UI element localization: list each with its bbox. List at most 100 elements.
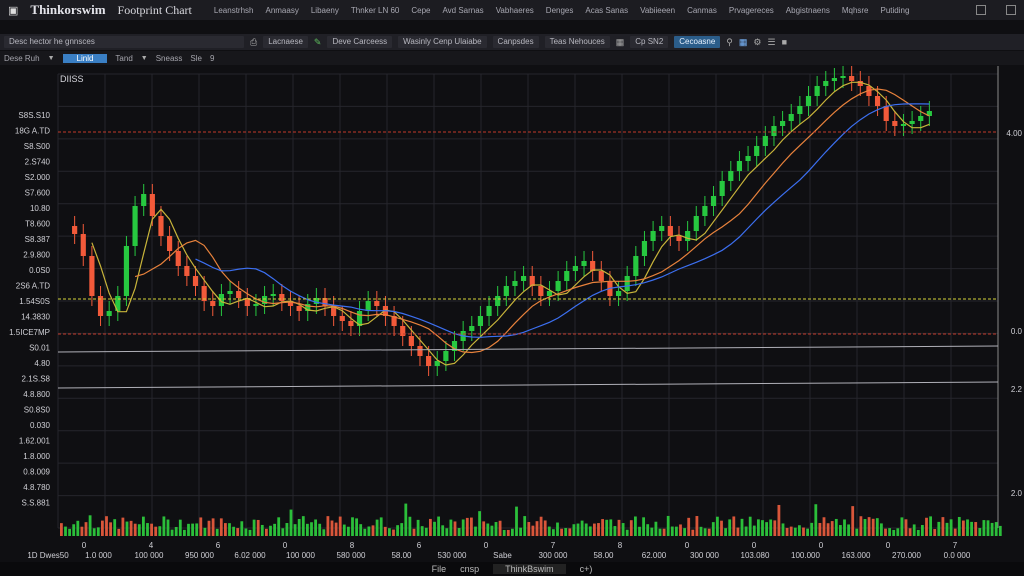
x-tick-label: 8 (350, 541, 355, 550)
candle-body (883, 106, 889, 121)
volume-bar (383, 526, 387, 536)
volume-bar (998, 525, 1002, 536)
volume-bar (744, 526, 748, 536)
candle-body (486, 306, 492, 316)
volume-bar (687, 517, 691, 536)
tool-icon-2[interactable]: ☰ (767, 36, 776, 47)
candle-body (400, 326, 406, 336)
minimize-icon[interactable] (976, 5, 986, 15)
menu-item-12[interactable]: Prvagereces (728, 5, 774, 15)
right-price-label: 0.0 (1011, 327, 1023, 336)
volume-bar (658, 528, 662, 536)
price-label: S.S.881 (22, 499, 51, 508)
volume-bar (445, 528, 449, 536)
x-tick-label: 7 (551, 541, 556, 550)
menu-item-4[interactable]: Thnker LN 60 (350, 5, 400, 15)
candle-body (218, 294, 224, 306)
volume-bar (183, 529, 186, 536)
menu-item-14[interactable]: Mqhsre (841, 5, 869, 15)
volume-bar (342, 524, 346, 536)
toolbar-btn-6[interactable]: Teas Nehouces (544, 36, 610, 48)
volume-bar (900, 517, 904, 536)
volume-bar (539, 516, 543, 536)
toolbar-btn-4[interactable]: Wasinly Cenp Ulaiabe (398, 36, 487, 48)
close-icon[interactable] (1006, 5, 1016, 15)
toolbar-btn-7[interactable]: Cp SN2 (630, 36, 669, 48)
candle-body (305, 304, 311, 311)
tool-icon-3[interactable]: ■ (781, 37, 787, 47)
menu-item-11[interactable]: Canmas (687, 5, 717, 15)
volume-bar (498, 520, 502, 536)
volume-bar (568, 528, 572, 536)
chart-tb-2[interactable]: Linld (62, 53, 108, 63)
volume-bar (281, 528, 285, 536)
candle-body (184, 266, 190, 276)
candle-body (840, 76, 846, 78)
toolbar-btn-5[interactable]: Canpsdes (492, 36, 539, 48)
volume-bar (769, 519, 773, 536)
volume-bar (105, 516, 108, 536)
volume-bar (322, 529, 326, 536)
volume-bar (818, 522, 822, 536)
candle-body (477, 316, 484, 326)
draw-icon[interactable]: ✎ (313, 36, 322, 47)
chart-tb-5[interactable]: Sle (190, 53, 202, 63)
volume-bar (888, 528, 891, 536)
volume-bar (822, 517, 826, 536)
candle-body (89, 256, 95, 296)
chart-tb-4[interactable]: Sneass (155, 53, 183, 63)
price-chart[interactable]: S8S.S10 18G A.TD S8.S00 2.S740 S2.000 S7.600 1… (0, 66, 1024, 562)
volume-bar (133, 523, 137, 536)
footer-app[interactable]: ThinkBswim (493, 564, 566, 574)
candle-body (538, 286, 544, 296)
menu-item-1[interactable]: Leanstrhsh (213, 5, 254, 15)
volume-bar (92, 528, 96, 536)
volume-bar (609, 519, 613, 536)
menu-item-15[interactable]: Putiding (880, 5, 910, 15)
menu-item-6[interactable]: Avd Sarnas (442, 5, 484, 15)
toolbar-btn-2[interactable]: Lacnaese (263, 36, 308, 48)
price-label: 1.5ICE7MP (9, 328, 50, 337)
toolbar-btn-8[interactable]: Cecoasne (674, 36, 721, 48)
price-label: 4.8.800 (23, 390, 50, 399)
volume-bar (420, 526, 424, 536)
menu-item-5[interactable]: Cepe (411, 5, 431, 15)
price-label: 0.030 (30, 421, 51, 430)
volume-bar (113, 519, 117, 536)
tool-icon-1[interactable]: ⚙ (753, 36, 762, 47)
candle-body (564, 271, 570, 281)
volume-bar (433, 521, 436, 536)
search-icon[interactable]: ⚲ (726, 36, 733, 47)
menu-item-7[interactable]: Vabhaeres (495, 5, 534, 15)
toolbar-btn-1[interactable]: Desc hector he gnnsces (4, 36, 244, 48)
price-label: T8.600 (25, 220, 50, 229)
volume-bar (880, 523, 883, 536)
chevron-down-icon[interactable]: ▼ (47, 54, 55, 62)
grid-icon[interactable]: ▦ (615, 36, 625, 47)
volume-bar (740, 518, 744, 536)
menu-item-13[interactable]: Abgistnaens (785, 5, 830, 15)
menu-item-9[interactable]: Acas Sanas (585, 5, 629, 15)
chart-tb-6[interactable]: 9 (209, 53, 215, 63)
menu-item-3[interactable]: Libaeny (310, 5, 339, 15)
volume-bar (72, 524, 76, 536)
candle-body (762, 136, 768, 146)
toolbar-btn-3[interactable]: Deve Carceess (327, 36, 393, 48)
menu-item-8[interactable]: Denges (545, 5, 574, 15)
volume-bar (789, 526, 793, 536)
chart-icon[interactable]: ▦ (738, 36, 748, 47)
x-tick-label: 0 (283, 541, 288, 550)
chart-tb-1[interactable]: Dese Ruh (4, 53, 40, 63)
chevron-down-icon-2[interactable]: ▼ (140, 54, 148, 62)
price-label: 1.54S0S (19, 297, 50, 306)
candle-body (210, 301, 216, 306)
volume-bar (556, 522, 559, 536)
link-icon[interactable]: ⎙ (250, 36, 258, 47)
price-label: S0.01 (29, 344, 50, 353)
candle-body (417, 346, 423, 356)
chart-area[interactable]: S8S.S10 18G A.TD S8.S00 2.S740 S2.000 S7.600 1… (0, 66, 1024, 562)
menu-item-10[interactable]: Vabiieeen (640, 5, 676, 15)
candle-body (572, 266, 578, 271)
menu-item-2[interactable]: Anmaasy (265, 5, 299, 15)
chart-tb-3[interactable]: Tand (115, 53, 133, 63)
